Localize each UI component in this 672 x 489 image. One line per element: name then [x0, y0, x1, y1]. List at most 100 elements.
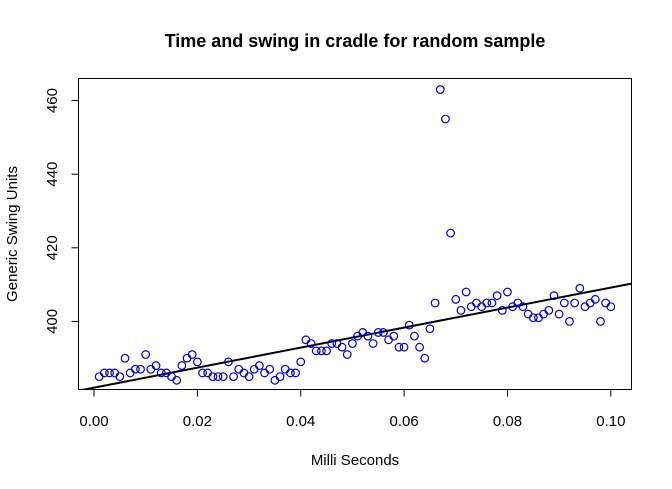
data-point: [430, 298, 440, 308]
data-point: [415, 342, 425, 352]
data-point: [472, 298, 481, 308]
data-points-layer: [94, 85, 616, 385]
data-point: [280, 364, 290, 374]
data-point: [223, 357, 233, 367]
x-tick-label: 0.00: [79, 413, 108, 430]
data-point: [420, 353, 430, 363]
data-point: [528, 313, 538, 323]
plot-area-frame: [78, 78, 632, 390]
data-point: [187, 350, 197, 359]
y-axis-label: Generic Swing Units: [4, 166, 21, 302]
data-point: [218, 372, 228, 382]
x-tick-label: 0.06: [389, 413, 418, 430]
data-point: [410, 331, 419, 341]
data-point: [425, 324, 435, 334]
data-point: [105, 368, 114, 378]
data-point: [606, 302, 616, 312]
data-point: [136, 364, 145, 374]
data-point: [446, 228, 456, 238]
data-point: [146, 364, 156, 374]
data-point: [348, 339, 357, 348]
data-point: [254, 361, 264, 370]
data-point: [590, 294, 600, 304]
data-point: [363, 331, 373, 341]
data-point: [461, 287, 471, 297]
x-tick-label: 0.04: [286, 413, 315, 430]
data-point: [384, 335, 393, 345]
data-point: [306, 339, 316, 348]
data-point: [115, 372, 125, 382]
data-point: [379, 328, 388, 337]
y-tick-label: 400: [44, 309, 61, 334]
data-point: [120, 353, 130, 363]
data-point: [141, 350, 151, 359]
data-point: [94, 372, 104, 382]
data-point: [239, 368, 249, 378]
data-point: [177, 361, 187, 370]
data-point: [110, 368, 120, 378]
data-point: [322, 346, 331, 356]
data-point: [544, 305, 554, 315]
data-point: [435, 85, 445, 94]
data-point: [198, 368, 207, 378]
data-point: [575, 283, 585, 293]
data-point: [327, 339, 337, 348]
data-point: [203, 368, 213, 378]
data-point: [487, 298, 497, 308]
data-point: [497, 305, 507, 315]
data-point: [580, 302, 590, 312]
regression-line: [79, 282, 632, 390]
data-point: [229, 372, 238, 382]
data-point: [389, 331, 399, 341]
data-point: [249, 364, 259, 374]
data-point: [404, 320, 414, 330]
data-point: [234, 364, 244, 374]
data-point: [441, 114, 450, 124]
data-point: [570, 298, 580, 308]
chart-title: Time and swing in cradle for random samp…: [165, 31, 546, 51]
x-axis-label: Milli Seconds: [311, 452, 399, 469]
data-point: [554, 309, 564, 319]
data-point: [260, 368, 269, 378]
data-point: [482, 298, 492, 308]
data-point: [539, 309, 549, 319]
data-point: [151, 361, 161, 370]
data-point: [399, 342, 409, 352]
data-point: [368, 339, 378, 348]
data-point: [518, 302, 528, 312]
data-point: [275, 372, 285, 382]
data-point: [394, 342, 404, 352]
x-tick-label: 0.02: [183, 413, 212, 430]
data-point: [596, 317, 605, 326]
data-point: [208, 372, 218, 382]
data-point: [213, 372, 223, 382]
x-tick-label: 0.08: [493, 413, 522, 430]
regression-line-layer: [79, 282, 632, 390]
data-point: [559, 298, 569, 308]
data-point: [503, 287, 512, 297]
y-tick-label: 440: [44, 162, 61, 187]
data-point: [296, 357, 306, 367]
x-axis: 0.00 0.02 0.04 0.06 0.08 0.10: [79, 389, 625, 430]
y-tick-label: 420: [44, 235, 61, 260]
data-point: [317, 346, 326, 356]
data-point: [265, 364, 275, 374]
data-point: [311, 346, 321, 356]
data-point: [585, 298, 595, 308]
data-point: [99, 368, 109, 378]
data-point: [492, 291, 502, 301]
data-point: [451, 294, 461, 304]
data-point: [244, 372, 254, 382]
data-point: [549, 291, 559, 301]
data-point: [373, 328, 383, 337]
data-point: [291, 368, 300, 378]
data-point: [301, 335, 311, 345]
data-point: [523, 309, 533, 319]
data-point: [125, 368, 135, 378]
data-point: [192, 357, 202, 367]
data-point: [182, 353, 192, 363]
data-point: [156, 368, 166, 378]
data-point: [534, 313, 543, 323]
data-point: [466, 302, 476, 312]
